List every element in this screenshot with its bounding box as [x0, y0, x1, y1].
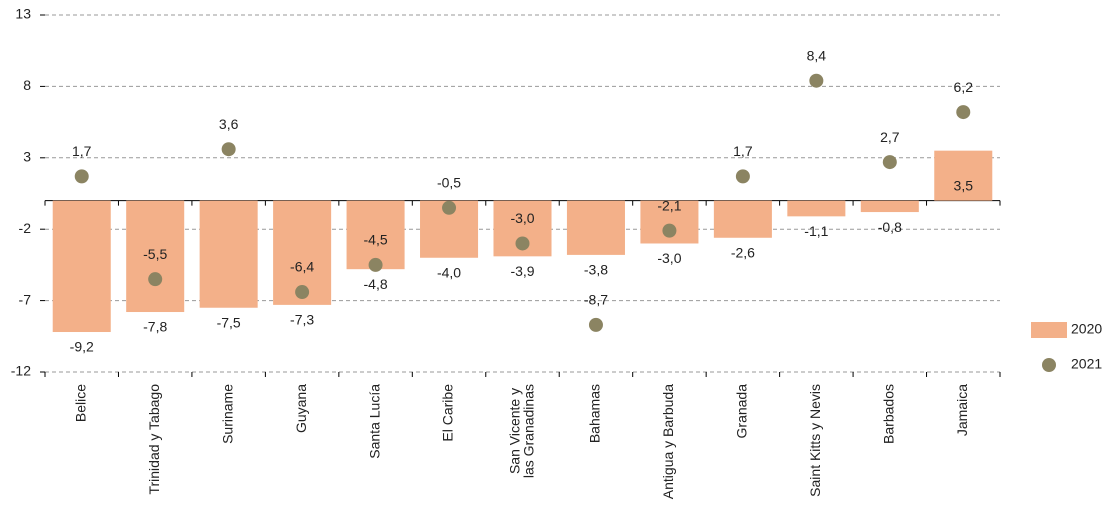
y-tick-label: -2 [19, 220, 32, 236]
x-tick-label: Trinidad y Tabago [146, 384, 162, 495]
legend-label: 2021 [1071, 356, 1102, 372]
point [662, 223, 677, 238]
x-tick-label: Antigua y Barbuda [660, 384, 676, 499]
point [956, 105, 971, 120]
point [809, 73, 824, 88]
point [74, 169, 89, 184]
point [221, 142, 236, 157]
bar-value-label: -7,3 [290, 312, 314, 328]
point-value-label: 8,4 [807, 47, 827, 63]
bar-value-label: -4,8 [364, 276, 388, 292]
bar-value-label: 3,5 [954, 177, 974, 193]
legend-label: 2020 [1071, 321, 1102, 337]
bar [713, 200, 772, 238]
y-tick-label: -12 [11, 363, 31, 379]
point-value-label: -8,7 [584, 292, 608, 308]
bar-value-label: -2,6 [731, 244, 755, 260]
bar [787, 200, 846, 217]
bar [860, 200, 919, 213]
point [368, 257, 383, 272]
point [588, 317, 603, 332]
bar-value-label: -9,2 [70, 339, 94, 355]
bar [566, 200, 625, 255]
point-value-label: -0,5 [437, 174, 461, 190]
x-tick-label: Jamaica [954, 384, 970, 436]
bar-value-label: -3,9 [510, 263, 534, 279]
legend-swatch [1042, 358, 1056, 372]
bar-value-label: -7,8 [143, 319, 167, 335]
point [735, 169, 750, 184]
y-tick-label: 13 [15, 6, 31, 22]
point-value-label: -6,4 [290, 259, 314, 275]
x-tick-label: Belice [72, 384, 88, 422]
bar [126, 200, 185, 313]
bar [199, 200, 258, 308]
point-value-label: -4,5 [364, 232, 388, 248]
point-value-label: -5,5 [143, 246, 167, 262]
y-tick-label: 3 [23, 149, 31, 165]
x-tick-label: El Caribe [440, 384, 456, 442]
bar [934, 150, 993, 201]
point [515, 236, 530, 251]
bar-value-label: -3,8 [584, 262, 608, 278]
point-value-label: 3,6 [219, 116, 239, 132]
point-value-label: -3,0 [510, 210, 534, 226]
point-value-label: 1,7 [733, 143, 753, 159]
point-value-label: 1,7 [72, 143, 92, 159]
bar-value-label: -3,0 [657, 250, 681, 266]
x-tick-label: Bahamas [587, 384, 603, 443]
bar-value-label: -4,0 [437, 264, 461, 280]
point [148, 272, 163, 287]
x-tick-label: Guyana [293, 384, 309, 433]
x-tick-label: Granada [734, 384, 750, 439]
bar [346, 200, 405, 270]
bar-value-label: -1,1 [804, 223, 828, 239]
point-value-label: -2,1 [657, 197, 681, 213]
bar [52, 200, 111, 333]
point [295, 285, 310, 300]
legend-swatch [1031, 322, 1067, 338]
point [882, 155, 897, 170]
x-tick-label: Santa Lucía [366, 384, 382, 459]
point-value-label: 2,7 [880, 129, 900, 145]
x-tick-label: Saint Kitts y Nevis [807, 384, 823, 497]
point [442, 200, 457, 215]
y-tick-label: 8 [23, 77, 31, 93]
y-tick-label: -7 [19, 291, 32, 307]
x-tick-label: Barbados [881, 384, 897, 444]
x-tick-label: Suriname [219, 384, 235, 444]
bar-value-label: -0,8 [878, 219, 902, 235]
x-tick-label: San Vicente y las Granadinas [506, 384, 536, 478]
point-value-label: 6,2 [954, 79, 974, 95]
bar-value-label: -7,5 [217, 314, 241, 330]
